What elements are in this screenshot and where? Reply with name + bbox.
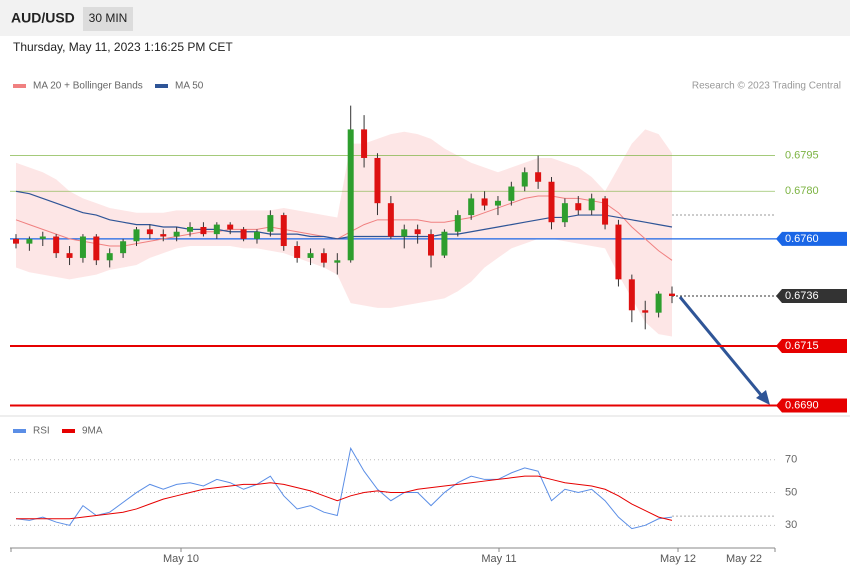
y-tick-label: 50: [785, 486, 797, 498]
candle-body: [561, 203, 568, 223]
copyright: Research © 2023 Trading Central: [692, 81, 841, 92]
candle-body: [468, 198, 475, 216]
x-tick-label: May 22: [726, 553, 762, 565]
legend-label: MA 20 + Bollinger Bands: [33, 81, 143, 92]
candle-body: [133, 229, 140, 242]
level-label: 0.6780: [785, 185, 819, 197]
legend-label: 9MA: [82, 426, 103, 437]
level-tag: [776, 398, 847, 413]
y-tick-label: 70: [785, 454, 797, 466]
candle-body: [481, 198, 488, 206]
candle-body: [454, 215, 461, 232]
candle-body: [280, 215, 287, 247]
candle-body: [13, 238, 19, 244]
candle-body: [334, 260, 341, 263]
bollinger-band: [16, 129, 672, 337]
candle-body: [508, 186, 515, 201]
candle-body: [106, 253, 113, 261]
candle-body: [414, 229, 421, 235]
level-label: 0.6795: [785, 149, 819, 161]
legend-swatch: [13, 84, 26, 88]
candle-body: [146, 229, 153, 235]
legend-label: MA 50: [175, 81, 204, 92]
candle-body: [53, 236, 60, 254]
candle-body: [535, 172, 542, 182]
candle-body: [628, 279, 635, 311]
candle-body: [374, 157, 381, 204]
symbol: AUD/USD: [11, 10, 75, 26]
candle-body: [160, 234, 167, 237]
x-tick-label: May 11: [481, 553, 516, 565]
candle-body: [227, 224, 234, 230]
timeframe[interactable]: 30 MIN: [89, 11, 128, 25]
timeframe-badge[interactable]: [83, 7, 133, 31]
legend-label: RSI: [33, 426, 50, 437]
x-tick-label: May 10: [163, 553, 199, 565]
candle-body: [575, 203, 582, 211]
candle-body: [642, 310, 649, 313]
candle-body: [441, 231, 448, 256]
level-tag: [776, 289, 847, 303]
candle-body: [669, 293, 675, 296]
candle-body: [655, 293, 662, 313]
candle-body: [387, 203, 394, 237]
level-label: 0.6760: [785, 233, 819, 245]
candle-body: [240, 229, 247, 239]
level-label: 0.6690: [785, 399, 819, 411]
candle-body: [267, 215, 274, 232]
candle-body: [494, 200, 501, 206]
level-tag: [776, 338, 847, 353]
candle-body: [39, 236, 46, 239]
candle-body: [173, 231, 180, 237]
candle-body: [294, 246, 301, 258]
candle-body: [401, 229, 408, 237]
rsi-line: [16, 475, 673, 521]
candle-body: [347, 129, 354, 261]
level-label: 0.6736: [785, 290, 819, 302]
candle-body: [307, 253, 314, 258]
legend-swatch: [13, 429, 26, 433]
candle-body: [320, 253, 327, 263]
candle-body: [602, 198, 609, 225]
header-bar: [0, 0, 850, 36]
y-tick-label: 30: [785, 519, 797, 531]
candle-body: [120, 241, 127, 254]
candle-body: [79, 236, 86, 258]
timestamp: Thursday, May 11, 2023 1:16:25 PM CET: [13, 40, 233, 54]
x-tick-label: May 12: [660, 553, 696, 565]
candle-body: [615, 224, 622, 280]
candle-body: [26, 238, 33, 244]
candle-body: [213, 224, 220, 235]
candle-body: [361, 129, 368, 158]
candle-body: [187, 226, 194, 232]
candle-body: [548, 181, 555, 223]
candle-body: [200, 226, 207, 235]
arrow-head: [756, 390, 770, 405]
level-label: 0.6715: [785, 340, 819, 352]
candle-body: [93, 236, 100, 261]
rsi-line: [15, 446, 673, 530]
level-tag: [776, 231, 847, 246]
candle-body: [588, 198, 595, 211]
legend-swatch: [62, 429, 75, 433]
legend-swatch: [155, 84, 168, 88]
candle-body: [66, 253, 73, 258]
forecast-arrow: [678, 296, 768, 402]
candle-body: [253, 231, 260, 239]
candle-body: [428, 234, 435, 256]
candle-body: [521, 172, 528, 187]
